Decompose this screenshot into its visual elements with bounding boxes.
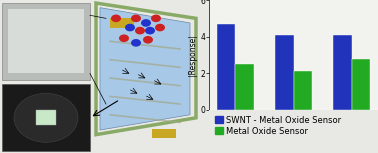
Bar <box>36 110 56 125</box>
Circle shape <box>119 34 129 42</box>
Circle shape <box>151 15 161 22</box>
Bar <box>275 35 294 110</box>
Circle shape <box>135 27 145 34</box>
Circle shape <box>131 39 141 47</box>
Bar <box>333 35 352 110</box>
Bar <box>2 84 90 151</box>
Circle shape <box>125 24 135 31</box>
Bar <box>294 71 312 110</box>
Circle shape <box>155 24 165 31</box>
Circle shape <box>111 15 121 22</box>
Circle shape <box>143 36 153 44</box>
Legend: SWNT - Metal Oxide Sensor, Metal Oxide Sensor: SWNT - Metal Oxide Sensor, Metal Oxide S… <box>214 114 343 137</box>
Bar <box>2 3 90 80</box>
Bar <box>235 64 254 110</box>
Bar <box>352 59 370 110</box>
Bar <box>110 18 134 28</box>
Circle shape <box>14 93 78 142</box>
Bar <box>217 24 235 110</box>
Circle shape <box>141 19 151 27</box>
Y-axis label: |Response|: |Response| <box>188 34 197 76</box>
Bar <box>152 129 176 138</box>
Polygon shape <box>100 8 190 130</box>
Circle shape <box>145 27 155 34</box>
Circle shape <box>131 15 141 22</box>
Bar <box>8 9 84 73</box>
